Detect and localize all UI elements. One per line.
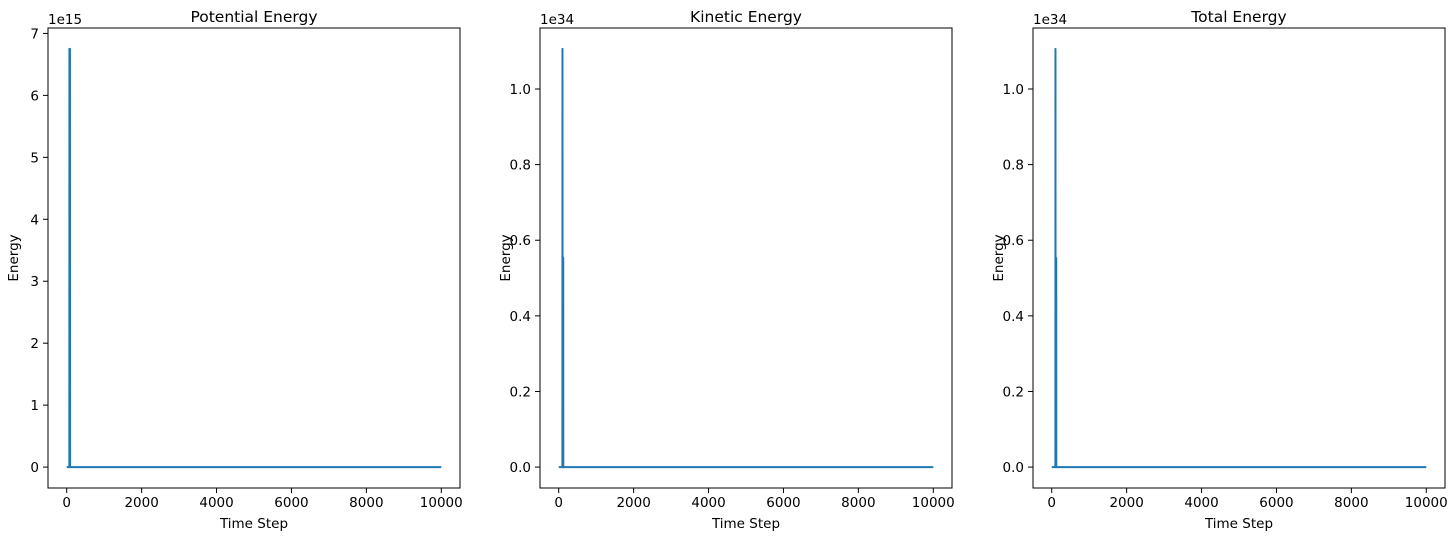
potential-energy-axes-frame xyxy=(47,27,461,489)
potential-energy-ylabel: Energy xyxy=(6,234,22,281)
kinetic-energy-xtick-label: 8000 xyxy=(841,495,875,511)
total-energy-ytick-label: 0.6 xyxy=(1003,233,1024,249)
potential-energy-ytick-label: 3 xyxy=(30,274,39,290)
kinetic-energy-ytick-label: 0.0 xyxy=(510,460,531,476)
potential-energy-xlabel: Time Step xyxy=(219,516,288,532)
total-energy-offset-label: 1e34 xyxy=(1033,12,1067,28)
kinetic-energy-ytick-label: 1.0 xyxy=(510,82,531,98)
potential-energy-ytick-label: 0 xyxy=(30,460,39,476)
kinetic-energy-xtick-label: 4000 xyxy=(691,495,725,511)
potential-energy-ytick-label: 5 xyxy=(30,150,39,166)
potential-energy-xtick-label: 0 xyxy=(62,495,71,511)
total-energy-xtick-label: 0 xyxy=(1047,495,1056,511)
total-energy-ytick-label: 0.2 xyxy=(1003,384,1024,400)
potential-energy-xtick-label: 2000 xyxy=(124,495,158,511)
potential-energy-ytick-label: 1 xyxy=(30,398,39,414)
kinetic-energy-ytick-label: 0.2 xyxy=(510,384,531,400)
kinetic-energy-axes-frame xyxy=(539,27,953,489)
total-energy-ytick-label: 0.0 xyxy=(1003,460,1024,476)
potential-energy-panel: Potential Energy 1e15 Time Step Energy 0… xyxy=(6,8,463,532)
total-energy-panel: Total Energy 1e34 Time Step Energy 0 2000… xyxy=(991,8,1448,532)
potential-energy-offset-label: 1e15 xyxy=(48,12,82,28)
total-energy-title: Total Energy xyxy=(1190,8,1286,26)
kinetic-energy-ytick-label: 0.8 xyxy=(510,158,531,174)
kinetic-energy-ytick-label: 0.6 xyxy=(510,233,531,249)
potential-energy-ytick-label: 2 xyxy=(30,336,39,352)
kinetic-energy-xtick-label: 6000 xyxy=(766,495,800,511)
total-energy-xtick-label: 8000 xyxy=(1334,495,1368,511)
total-energy-xlabel: Time Step xyxy=(1204,516,1273,532)
total-energy-xtick-label: 6000 xyxy=(1259,495,1293,511)
potential-energy-ytick-label: 4 xyxy=(30,212,39,228)
potential-energy-ytick-label: 6 xyxy=(30,88,39,104)
potential-energy-xtick-label: 6000 xyxy=(274,495,308,511)
kinetic-energy-offset-label: 1e34 xyxy=(540,12,574,28)
total-energy-ytick-label: 0.4 xyxy=(1003,309,1024,325)
kinetic-energy-series-line-0 xyxy=(558,47,934,469)
kinetic-energy-ylabel: Energy xyxy=(498,234,514,281)
potential-energy-series-line-0 xyxy=(66,47,442,469)
potential-energy-title: Potential Energy xyxy=(190,8,317,26)
kinetic-energy-xtick-label: 2000 xyxy=(616,495,650,511)
potential-energy-xtick-label: 8000 xyxy=(349,495,383,511)
potential-energy-xtick-label: 4000 xyxy=(199,495,233,511)
potential-energy-ytick-label: 7 xyxy=(30,26,39,42)
total-energy-xtick-label: 4000 xyxy=(1184,495,1218,511)
total-energy-xtick-label: 2000 xyxy=(1109,495,1143,511)
total-energy-ylabel: Energy xyxy=(991,234,1007,281)
total-energy-axes-frame xyxy=(1032,27,1446,489)
total-energy-xtick-label: 10000 xyxy=(1405,495,1448,511)
total-energy-ytick-label: 0.8 xyxy=(1003,158,1024,174)
total-energy-series-line-0 xyxy=(1051,47,1427,469)
kinetic-energy-xtick-label: 0 xyxy=(554,495,563,511)
kinetic-energy-panel: Kinetic Energy 1e34 Time Step Energy 0 20… xyxy=(498,8,955,532)
kinetic-energy-ytick-label: 0.4 xyxy=(510,309,531,325)
kinetic-energy-xtick-label: 10000 xyxy=(912,495,955,511)
potential-energy-xtick-label: 10000 xyxy=(420,495,463,511)
kinetic-energy-title: Kinetic Energy xyxy=(690,8,802,26)
total-energy-ytick-label: 1.0 xyxy=(1003,82,1024,98)
kinetic-energy-xlabel: Time Step xyxy=(711,516,780,532)
